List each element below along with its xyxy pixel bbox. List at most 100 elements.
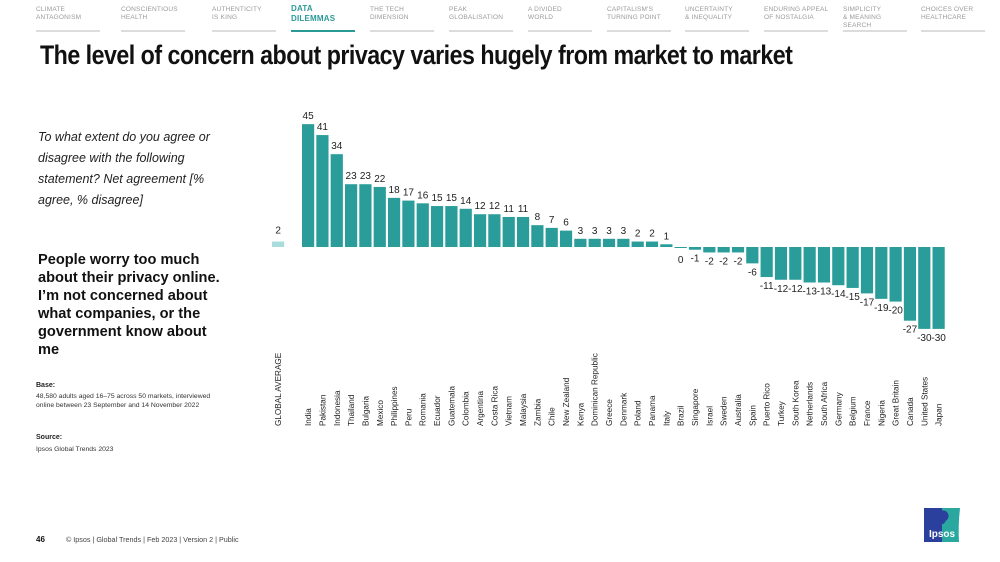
bar-canada	[903, 247, 917, 321]
nav-tab-underline	[449, 30, 513, 32]
page-title: The level of concern about privacy varie…	[40, 40, 793, 70]
base-text: 48,580 adults aged 16–75 across 50 marke…	[36, 393, 211, 409]
bar-south-korea	[789, 247, 802, 280]
value-label-pakistan: 41	[317, 122, 329, 133]
category-label-netherlands: Netherlands	[806, 382, 815, 426]
value-label-mexico: 22	[374, 174, 386, 185]
bar-pakistan	[316, 135, 329, 247]
value-label-canada: -27	[903, 325, 918, 336]
nav-tab-label: DATA DILEMMAS	[291, 4, 336, 23]
bar-guatemala	[445, 206, 458, 247]
category-label-canada: Canada	[906, 397, 915, 426]
value-label-spain: -6	[748, 267, 757, 278]
nav-tab-data-dilemmas[interactable]: DATA DILEMMAS	[291, 4, 357, 32]
category-label-japan: Japan	[935, 403, 944, 426]
category-label-brazil: Brazil	[677, 405, 686, 426]
category-label-italy: Italy	[662, 410, 671, 426]
bar-sweden	[717, 247, 730, 253]
nav-tab-label: SIMPLICITY & MEANING SEARCH	[843, 6, 882, 29]
nav-tab-conscientious-health[interactable]: CONSCIENTIOUS HEALTH	[121, 6, 187, 32]
bar-denmark	[617, 238, 630, 247]
nav-tab-the-tech-dimension[interactable]: THE TECH DIMENSION	[370, 6, 436, 32]
nav-tab-label: THE TECH DIMENSION	[370, 6, 409, 21]
bar-philippines	[387, 197, 401, 247]
bar-australia	[731, 247, 745, 253]
nav-tab-peak-globalisation[interactable]: PEAK GLOBALISATION	[449, 6, 515, 32]
category-label-zambia: Zambia	[533, 398, 542, 426]
survey-question: To what extent do you agree or disagree …	[38, 130, 210, 207]
category-label-israel: Israel	[705, 406, 714, 426]
nav-tab-underline	[212, 30, 276, 32]
value-label-belgium: -15	[845, 292, 860, 303]
bar-peru	[402, 200, 415, 247]
value-label-south-africa: -13	[817, 286, 832, 297]
bar-nigeria	[875, 247, 888, 299]
category-label-australia: Australia	[734, 394, 743, 426]
nav-tab-enduring-appeal-of-nostalgia[interactable]: ENDURING APPEAL OF NOSTALGIA	[764, 6, 830, 32]
source-label: Source:	[36, 434, 63, 441]
category-label-malaysia: Malaysia	[519, 393, 528, 426]
value-label-indonesia: 34	[331, 141, 343, 152]
value-label-south-korea: -12	[788, 284, 803, 295]
nav-tab-a-divided-world[interactable]: A DIVIDED WORLD	[528, 6, 594, 32]
nav-tab-underline	[921, 30, 985, 32]
nav-tab-label: UNCERTAINTY & INEQUALITY	[685, 6, 733, 21]
nav-tab-underline	[764, 30, 828, 32]
category-label-vietnam: Vietnam	[505, 396, 514, 426]
value-label-germany: -14	[831, 289, 846, 300]
bar-brazil	[674, 247, 687, 248]
nav-tab-climate-antagonism[interactable]: CLIMATE ANTAGONISM	[36, 6, 102, 32]
bar-kenya	[574, 238, 587, 247]
value-label-bulgaria: 23	[360, 171, 372, 182]
category-label-romania: Romania	[419, 393, 428, 426]
nav-tab-choices-over-healthcare[interactable]: CHOICES OVER HEALTHCARE	[921, 6, 987, 32]
value-label-poland: 2	[635, 229, 641, 240]
category-label-united-states: United States	[920, 377, 929, 426]
nav-tab-uncertainty-inequality[interactable]: UNCERTAINTY & INEQUALITY	[685, 6, 751, 32]
category-label-global-average: GLOBAL AVERAGE	[274, 352, 283, 426]
category-label-mexico: Mexico	[376, 400, 385, 426]
bar-turkey	[774, 247, 788, 280]
bar-malaysia	[516, 216, 530, 247]
bar-romania	[416, 203, 429, 247]
value-label-israel: -2	[705, 256, 714, 267]
bar-indonesia	[330, 154, 343, 247]
value-label-global-average: 2	[275, 226, 281, 237]
value-label-panama: 2	[649, 229, 655, 240]
value-label-thailand: 23	[346, 171, 358, 182]
nav-tab-underline	[843, 30, 907, 32]
bar-united-states	[918, 247, 931, 329]
value-label-greece: 3	[606, 226, 612, 237]
bar-ecuador	[430, 206, 444, 247]
value-label-philippines: 18	[389, 185, 401, 196]
bar-south-africa	[817, 247, 831, 283]
nav-tab-authenticity-is-king[interactable]: AUTHENTICITY IS KING	[212, 6, 278, 32]
category-label-argentina: Argentina	[476, 391, 485, 426]
value-label-nigeria: -19	[874, 303, 889, 314]
value-label-great-britain: -20	[888, 306, 903, 317]
nav-tab-underline	[528, 30, 592, 32]
bar-poland	[631, 241, 644, 247]
base-label: Base:	[36, 382, 56, 389]
bar-france	[860, 247, 874, 294]
nav-tab-label: ENDURING APPEAL OF NOSTALGIA	[764, 6, 829, 21]
value-label-netherlands: -13	[802, 286, 817, 297]
value-label-france: -17	[860, 297, 875, 308]
category-label-puerto-rico: Puerto Rico	[763, 383, 772, 426]
value-label-puerto-rico: -11	[760, 281, 774, 292]
bar-spain	[746, 247, 759, 264]
category-label-india: India	[304, 408, 313, 426]
value-label-malaysia: 11	[518, 204, 529, 215]
bar-argentina	[473, 214, 487, 247]
category-label-turkey: Turkey	[777, 400, 786, 426]
nav-tab-capitalism-s-turning-point[interactable]: CAPITALISM'S TURNING POINT	[607, 6, 673, 32]
bar-germany	[832, 247, 845, 286]
category-label-new-zealand: New Zealand	[562, 377, 571, 426]
bar-panama	[645, 241, 659, 247]
bar-vietnam	[502, 216, 515, 247]
category-label-sweden: Sweden	[720, 396, 729, 426]
category-label-costa-rica: Costa Rica	[490, 386, 499, 426]
category-label-ecuador: Ecuador	[433, 395, 442, 426]
nav-tab-simplicity-meaning-search[interactable]: SIMPLICITY & MEANING SEARCH	[843, 6, 909, 32]
category-label-bulgaria: Bulgaria	[361, 396, 370, 426]
